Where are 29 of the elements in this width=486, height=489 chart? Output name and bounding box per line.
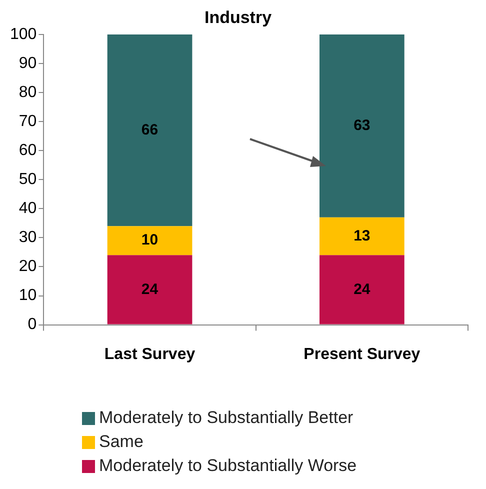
data-label: 10 <box>141 232 158 249</box>
y-tick-label: 100 <box>10 26 37 43</box>
bar <box>107 226 192 256</box>
data-label: 66 <box>141 121 158 138</box>
data-label: 24 <box>354 280 371 298</box>
chart-title: Industry <box>204 8 272 27</box>
y-tick-label: 0 <box>28 316 37 334</box>
y-tick-label: 60 <box>18 142 37 159</box>
legend-label: Moderately to Substantially Better <box>99 407 354 429</box>
legend-label: Same <box>99 431 144 453</box>
legend-label: Moderately to Substantially Worse <box>99 455 357 477</box>
y-tick-label: 90 <box>18 54 37 72</box>
data-label: 13 <box>354 227 370 244</box>
bar <box>319 217 404 256</box>
bar <box>107 34 192 226</box>
y-tick-label: 80 <box>18 84 37 101</box>
y-tick-label: 50 <box>18 171 37 188</box>
bar <box>319 255 404 324</box>
x-tick-label: Present Survey <box>304 346 420 363</box>
bar <box>319 34 404 218</box>
y-tick-label: 70 <box>18 112 37 130</box>
y-tick-label: 30 <box>18 229 37 246</box>
data-label: 24 <box>141 280 159 298</box>
data-label: 63 <box>354 117 370 134</box>
bar <box>107 255 192 324</box>
y-tick-label: 40 <box>18 200 37 218</box>
x-tick-label: Last Survey <box>104 346 196 363</box>
y-tick-label: 20 <box>18 258 37 276</box>
y-tick-label: 10 <box>18 287 37 304</box>
